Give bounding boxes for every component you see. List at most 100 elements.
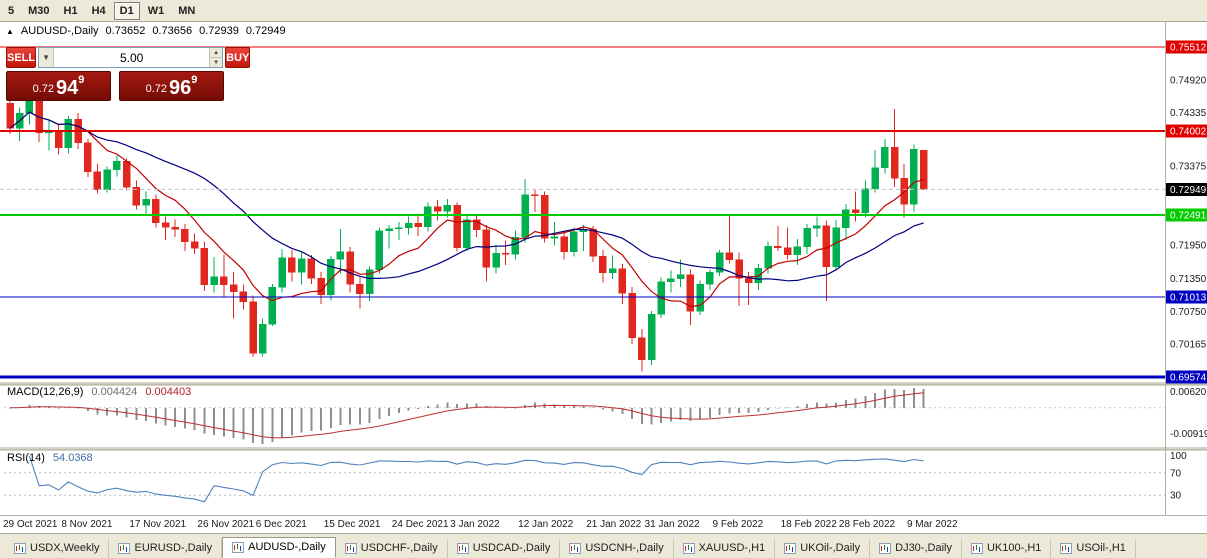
- quote-close: 0.72949: [245, 25, 286, 37]
- date-axis-label: 6 Dec 2021: [256, 519, 308, 530]
- stepper-down-icon[interactable]: ▼: [210, 58, 223, 67]
- chart-tab-icon: [569, 542, 582, 554]
- panel-splitter[interactable]: [0, 382, 1207, 385]
- quote-open: 0.73652: [105, 25, 146, 37]
- buy-button[interactable]: BUY: [225, 47, 251, 68]
- macd-axis-label: -0.00919: [1170, 429, 1207, 440]
- date-axis-label: 29 Oct 2021: [3, 519, 58, 530]
- quote-high: 0.73656: [152, 25, 193, 37]
- date-axis-label: 12 Jan 2022: [518, 519, 573, 530]
- panel-splitter[interactable]: [0, 447, 1207, 450]
- symbol-tab-label: UKOil-,Daily: [800, 542, 861, 554]
- price-axis-label: 0.71950: [1170, 240, 1207, 251]
- price-axis-label: 0.71350: [1170, 274, 1207, 285]
- price-tag: 0.75512: [1166, 40, 1207, 54]
- symbol-tab-dj30-daily[interactable]: DJ30-,Daily: [870, 539, 962, 558]
- symbol-tab-label: UK100-,H1: [986, 542, 1042, 554]
- symbol-tab-audusd-daily[interactable]: AUDUSD-,Daily: [222, 537, 336, 558]
- date-axis-label: 24 Dec 2021: [392, 519, 449, 530]
- date-axis-label: 15 Dec 2021: [324, 519, 381, 530]
- chart-tab-icon: [232, 541, 245, 553]
- volume-control: ▼ ▲ ▼: [38, 47, 224, 68]
- rsi-line: [28, 455, 924, 503]
- symbol-tab-usdchf-daily[interactable]: USDCHF-,Daily: [336, 539, 448, 558]
- symbol-tab-label: USDX,Weekly: [30, 542, 100, 554]
- rsi-indicator-label: RSI(14) 54.0368: [7, 452, 93, 464]
- bid-big-digits: 94: [56, 77, 79, 99]
- quote-line: ▲ AUDUSD-,Daily 0.73652 0.73656 0.72939 …: [6, 25, 286, 37]
- price-chart[interactable]: 0.74920 0.74335 0.73375 0.71950 0.71350 0.707…: [0, 22, 1207, 533]
- macd-indicator-label: MACD(12,26,9) 0.004424 0.004403: [7, 386, 191, 398]
- symbol-tab-label: USDCNH-,Daily: [585, 542, 664, 554]
- symbol-tab-xauusd-h1[interactable]: XAUUSD-,H1: [674, 539, 776, 558]
- volume-dropdown-button[interactable]: ▼: [39, 48, 55, 67]
- svg-text:0.74002: 0.74002: [1170, 126, 1207, 137]
- symbol-tab-usdcad-daily[interactable]: USDCAD-,Daily: [448, 539, 561, 558]
- chart-tab-icon: [682, 542, 695, 554]
- svg-text:0.72949: 0.72949: [1170, 185, 1207, 196]
- date-axis-label: 9 Feb 2022: [713, 519, 764, 530]
- price-axis-label: 0.73375: [1170, 161, 1207, 172]
- timeframe-button-d1[interactable]: D1: [113, 1, 140, 20]
- rsi-axis-label: 100: [1170, 451, 1187, 462]
- volume-stepper[interactable]: ▲ ▼: [209, 48, 223, 67]
- symbol-tabbar: USDX,Weekly EURUSD-,Daily AUDUSD-,Daily USD…: [0, 533, 1207, 558]
- macd-signal-line: [9, 392, 924, 439]
- ask-price-display: 0.72 96 9: [119, 71, 224, 101]
- chart-tab-icon: [344, 542, 357, 554]
- timeframe-button-w1[interactable]: W1: [147, 4, 165, 17]
- svg-text:0.71013: 0.71013: [1170, 293, 1207, 304]
- stepper-up-icon[interactable]: ▲: [210, 48, 223, 58]
- symbol-tab-usdx-weekly[interactable]: USDX,Weekly: [5, 539, 110, 558]
- ask-big-digits: 96: [169, 77, 192, 99]
- bid-pip-digit: 9: [78, 74, 85, 86]
- symbol-tab-label: DJ30-,Daily: [895, 542, 952, 554]
- chart-tab-icon: [1060, 542, 1073, 554]
- timeframe-button-5[interactable]: 5: [8, 4, 15, 17]
- timeframe-button-h4[interactable]: H4: [91, 4, 106, 17]
- timeframe-toolbar: 5 M30 H1 H4 D1 W1 MN: [0, 0, 1207, 22]
- price-tag: 0.74002: [1166, 124, 1207, 138]
- moving-average-line: [9, 111, 924, 308]
- date-axis-label: 26 Nov 2021: [197, 519, 254, 530]
- candlestick-series: [6, 90, 928, 372]
- quote-symbol: AUDUSD-,Daily: [20, 25, 99, 37]
- macd-signal-value: 0.004403: [145, 386, 192, 398]
- date-axis-label: 17 Nov 2021: [129, 519, 186, 530]
- rsi-axis-label: 30: [1170, 491, 1182, 502]
- symbol-tab-label: AUDUSD-,Daily: [248, 541, 326, 553]
- date-axis-label: 3 Jan 2022: [450, 519, 500, 530]
- symbol-tab-usdcnh-daily[interactable]: USDCNH-,Daily: [560, 539, 674, 558]
- ask-pip-digit: 9: [191, 74, 198, 86]
- timeframe-button-m30[interactable]: M30: [28, 4, 50, 17]
- symbol-tab-label: USDCAD-,Daily: [472, 542, 551, 554]
- symbol-tab-eurusd-daily[interactable]: EURUSD-,Daily: [109, 539, 223, 558]
- svg-text:0.69574: 0.69574: [1170, 373, 1207, 384]
- chart-tab-icon: [456, 542, 469, 554]
- symbol-tab-label: USDCHF-,Daily: [360, 542, 438, 554]
- price-axis-label: 0.70750: [1170, 307, 1207, 318]
- symbol-tab-uk100-h1[interactable]: UK100-,H1: [962, 539, 1052, 558]
- sell-button[interactable]: SELL: [6, 47, 37, 68]
- macd-main-value: 0.004424: [91, 386, 138, 398]
- chart-tab-icon: [970, 542, 983, 554]
- rsi-value: 54.0368: [52, 452, 93, 464]
- macd-name: MACD(12,26,9): [7, 386, 84, 398]
- bid-prefix: 0.72: [32, 83, 55, 95]
- timeframe-button-mn[interactable]: MN: [178, 4, 196, 17]
- chart-tab-icon: [784, 542, 797, 554]
- chart-marker-icon: ▲: [6, 26, 14, 36]
- timeframe-button-h1[interactable]: H1: [63, 4, 78, 17]
- symbol-tab-label: USOil-,H1: [1076, 542, 1126, 554]
- symbol-tab-ukoil-daily[interactable]: UKOil-,Daily: [775, 539, 871, 558]
- rsi-name: RSI(14): [7, 452, 45, 464]
- date-axis-label: 28 Feb 2022: [839, 519, 896, 530]
- macd-axis-label: 0.00620: [1170, 387, 1207, 398]
- date-axis-label: 8 Nov 2021: [61, 519, 113, 530]
- symbol-tab-usoil-h1[interactable]: USOil-,H1: [1051, 539, 1136, 558]
- symbol-tab-label: XAUUSD-,H1: [698, 542, 766, 554]
- svg-text:0.75512: 0.75512: [1170, 43, 1207, 54]
- moving-average-line: [9, 111, 924, 282]
- volume-input[interactable]: [54, 48, 210, 67]
- date-axis-label: 21 Jan 2022: [586, 519, 641, 530]
